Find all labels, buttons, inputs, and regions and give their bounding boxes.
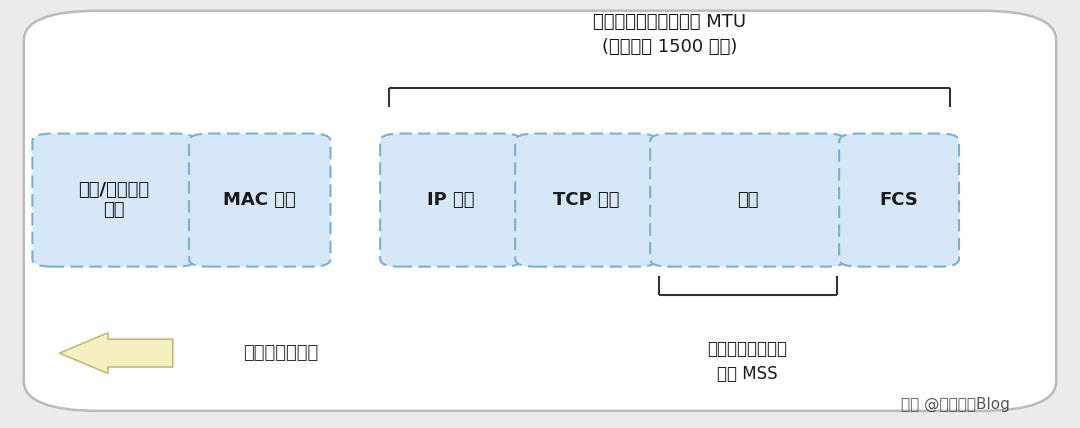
FancyBboxPatch shape: [189, 134, 330, 267]
FancyBboxPatch shape: [380, 134, 522, 267]
FancyBboxPatch shape: [515, 134, 657, 267]
Text: MAC 头部: MAC 头部: [224, 191, 296, 209]
FancyBboxPatch shape: [32, 134, 195, 267]
Text: TCP 头部: TCP 头部: [553, 191, 619, 209]
Text: 这部分的最大长度
就是 MSS: 这部分的最大长度 就是 MSS: [707, 340, 787, 383]
Text: FCS: FCS: [880, 191, 918, 209]
Text: 数据: 数据: [738, 191, 758, 209]
Text: 这部分的最大长度就是 MTU
(以太网为 1500 字节): 这部分的最大长度就是 MTU (以太网为 1500 字节): [593, 13, 746, 56]
FancyBboxPatch shape: [650, 134, 846, 267]
Text: 网络包传输方向: 网络包传输方向: [243, 344, 319, 362]
Text: 报头/起始帧分
解符: 报头/起始帧分 解符: [79, 181, 149, 220]
FancyArrow shape: [59, 333, 173, 373]
FancyBboxPatch shape: [24, 11, 1056, 411]
FancyBboxPatch shape: [839, 134, 959, 267]
Text: 头条 @网络之路Blog: 头条 @网络之路Blog: [902, 396, 1010, 412]
Text: IP 头部: IP 头部: [428, 191, 474, 209]
